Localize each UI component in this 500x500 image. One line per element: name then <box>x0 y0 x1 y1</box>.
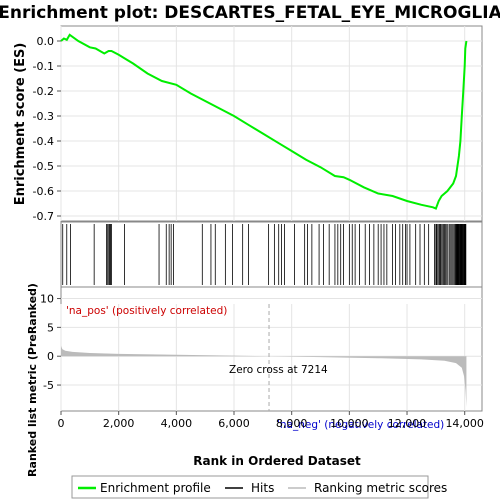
es-y-tick-label: -0.4 <box>33 135 54 148</box>
hits-panel-frame <box>60 221 483 288</box>
legend-metric-label: Ranking metric scores <box>314 481 447 495</box>
ranked-panel-frame <box>60 286 483 412</box>
ranked-y-ticks: 10 5 0 -5 <box>40 293 61 392</box>
x-tick-label: 14,000 <box>445 417 484 430</box>
x-tick-label: 0 <box>58 417 65 430</box>
chart-title: Enrichment plot: DESCARTES_FETAL_EYE_MIC… <box>0 3 500 23</box>
x-axis-label: Rank in Ordered Dataset <box>193 454 361 468</box>
x-tick-label: 10,000 <box>330 417 369 430</box>
legend-hits-label: Hits <box>251 481 274 495</box>
ranked-y-tick-label: 0 <box>47 350 54 363</box>
es-y-tick-label: -0.1 <box>33 60 54 73</box>
hit-markers <box>62 224 467 285</box>
legend: Enrichment profile Hits Ranking metric s… <box>71 475 447 499</box>
ranked-y-tick-label: 5 <box>47 321 54 334</box>
legend-profile-label: Enrichment profile <box>100 481 211 495</box>
ranked-y-axis-label: Ranked list metric (PreRanked) <box>26 283 39 477</box>
enrichment-profile-line <box>60 33 468 210</box>
x-tick-label: 6,000 <box>218 417 250 430</box>
x-axis-ticks: 0 2,000 4,000 6,000 8,000 10,000 12,000 14,000 <box>58 411 484 430</box>
ranked-y-tick-label: -5 <box>43 379 54 392</box>
es-panel-frame <box>60 25 483 222</box>
es-y-ticks: 0.0 -0.1 -0.2 -0.3 -0.4 -0.5 -0.6 -0.7 <box>33 35 61 223</box>
es-y-tick-label: -0.5 <box>33 160 54 173</box>
es-y-tick-label: -0.6 <box>33 185 54 198</box>
es-y-axis-label: Enrichment score (ES) <box>13 43 28 206</box>
x-tick-label: 12,000 <box>388 417 427 430</box>
es-y-tick-label: -0.3 <box>33 110 54 123</box>
es-y-tick-label: -0.2 <box>33 85 54 98</box>
ranked-y-tick-label: 10 <box>40 293 54 306</box>
es-grid <box>60 26 482 221</box>
x-tick-label: 4,000 <box>161 417 193 430</box>
es-y-tick-label: 0.0 <box>37 35 55 48</box>
legend-frame <box>71 475 429 499</box>
na-pos-label: 'na_pos' (positively correlated) <box>66 305 227 317</box>
x-tick-label: 2,000 <box>103 417 135 430</box>
es-y-tick-label: -0.7 <box>33 210 54 223</box>
na-neg-label: 'na_neg' (negatively correlated) <box>277 419 444 431</box>
x-tick-label: 8,000 <box>276 417 308 430</box>
zero-cross-label: Zero cross at 7214 <box>229 364 328 376</box>
